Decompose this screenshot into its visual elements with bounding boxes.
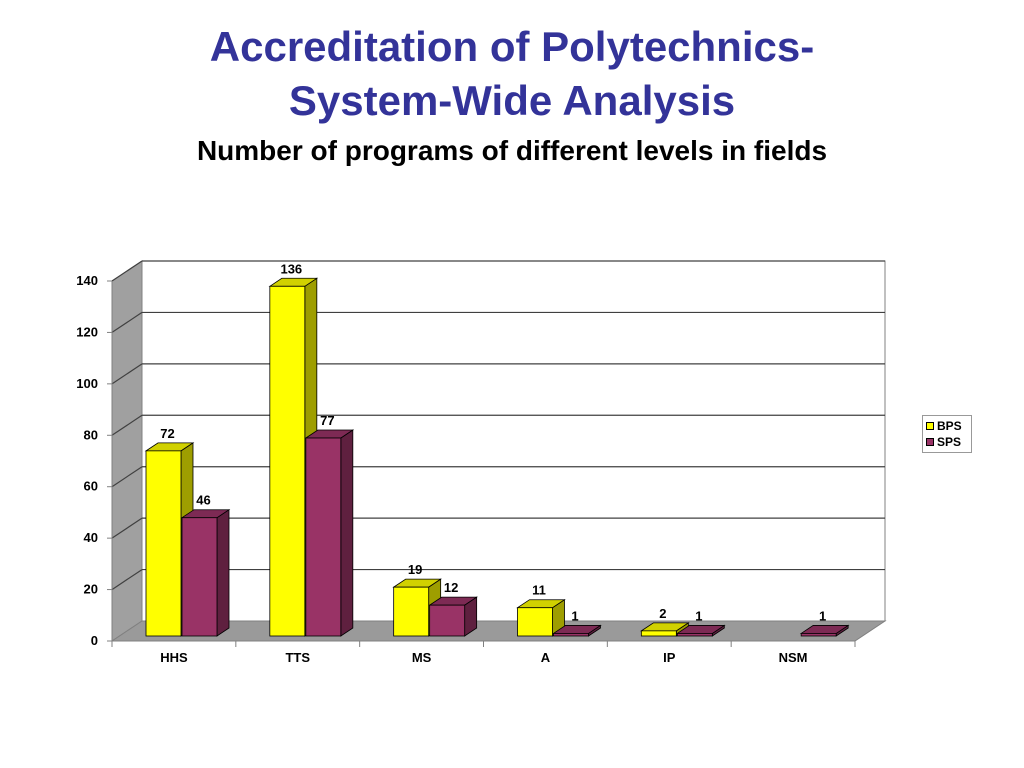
chart-title-line-2: System-Wide Analysis bbox=[288, 77, 736, 124]
legend-label-sps: SPS bbox=[937, 435, 962, 449]
data-label-sps-nsm: 1 bbox=[819, 608, 826, 623]
chart-left-wall bbox=[111, 260, 143, 642]
legend-label-bps: BPS bbox=[937, 419, 962, 433]
gridline-side bbox=[111, 466, 143, 488]
x-tick-label: MS bbox=[412, 650, 432, 665]
bar-sps-a bbox=[552, 624, 602, 637]
data-label-bps-ip: 2 bbox=[659, 606, 666, 621]
data-label-bps-a: 11 bbox=[532, 583, 546, 598]
y-tick-label: 0 bbox=[91, 633, 98, 648]
x-tick-label: NSM bbox=[779, 650, 808, 665]
gridline-side bbox=[111, 517, 143, 539]
gridline-side bbox=[111, 414, 143, 436]
y-tick-label: 100 bbox=[76, 376, 98, 391]
bar-sps-ms bbox=[428, 596, 478, 637]
data-label-bps-hhs: 72 bbox=[160, 426, 174, 441]
gridline-side bbox=[111, 260, 143, 282]
bar-bps-a bbox=[516, 598, 566, 637]
data-label-sps-tts: 77 bbox=[320, 413, 334, 428]
y-tick-label: 20 bbox=[84, 582, 98, 597]
y-tick-label: 60 bbox=[84, 479, 98, 494]
data-label-sps-ip: 1 bbox=[695, 608, 702, 623]
x-tick-label: IP bbox=[663, 650, 676, 665]
legend-swatch-sps bbox=[926, 438, 934, 446]
y-tick-label: 40 bbox=[84, 530, 98, 545]
x-tick-label: A bbox=[541, 650, 551, 665]
data-label-sps-ms: 12 bbox=[444, 580, 458, 595]
chart-title-line-1: Accreditation of Polytechnics- bbox=[209, 23, 815, 70]
x-tick-label: HHS bbox=[160, 650, 188, 665]
gridline-side bbox=[111, 569, 143, 591]
legend-item-sps: SPS bbox=[926, 434, 968, 450]
gridline-side bbox=[111, 363, 143, 385]
data-label-sps-a: 1 bbox=[571, 608, 578, 623]
chart-back-wall bbox=[141, 260, 886, 622]
legend-swatch-bps bbox=[926, 422, 934, 430]
data-label-bps-ms: 19 bbox=[408, 562, 422, 577]
bar-sps-ip bbox=[676, 624, 726, 637]
y-tick-label: 80 bbox=[84, 427, 98, 442]
bar-sps-tts bbox=[304, 429, 355, 637]
data-label-bps-tts: 136 bbox=[280, 261, 302, 276]
y-tick-label: 120 bbox=[76, 324, 98, 339]
legend: BPS SPS bbox=[922, 415, 972, 453]
y-tick-label: 140 bbox=[76, 273, 98, 288]
x-tick-label: TTS bbox=[285, 650, 310, 665]
bar-sps-hhs bbox=[180, 508, 231, 637]
bar-sps-nsm bbox=[799, 624, 850, 637]
chart-subtitle: Number of programs of different levels i… bbox=[196, 135, 828, 166]
data-label-sps-hhs: 46 bbox=[196, 493, 210, 508]
gridline-side bbox=[111, 311, 143, 333]
legend-item-bps: BPS bbox=[926, 418, 968, 434]
